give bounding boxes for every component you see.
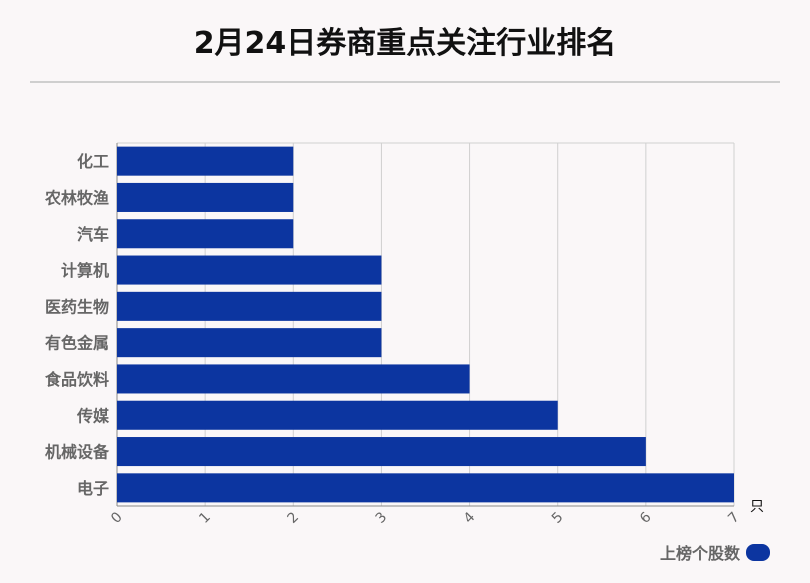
legend-swatch [746,543,770,561]
bar[interactable] [117,364,470,394]
legend[interactable]: 上榜个股数 [660,540,770,564]
category-label: 传媒 [76,406,110,425]
x-tick-label: 6 [637,509,655,527]
category-label: 有色金属 [45,334,109,353]
x-tick-label: 3 [373,509,391,527]
bar[interactable] [117,437,646,467]
category-label: 农林牧渔 [44,188,109,207]
x-tick-label: 0 [108,509,126,527]
category-label: 医药生物 [45,297,109,316]
category-label: 化工 [77,152,109,171]
bar[interactable] [117,400,558,430]
category-label: 食品饮料 [44,370,109,389]
bars [117,146,734,503]
x-tick-labels: 0 1 2 3 4 5 6 7 [108,509,743,527]
bar[interactable] [117,291,382,321]
bar[interactable] [117,182,294,212]
legend-label: 上榜个股数 [659,544,740,563]
bar[interactable] [117,219,294,249]
x-tick-label: 7 [725,509,743,527]
title-divider [30,81,780,83]
category-label: 机械设备 [45,443,110,462]
bar[interactable] [117,328,382,358]
category-label: 电子 [77,479,109,498]
x-tick-label: 5 [549,509,567,527]
x-tick-label: 1 [196,509,214,527]
x-tick-label: 2 [284,509,302,527]
bar[interactable] [117,146,294,176]
category-label: 计算机 [61,261,109,280]
x-tick-label: 4 [461,509,479,527]
chart-title: 2月24日券商重点关注行业排名 [193,26,617,61]
category-label: 汽车 [77,225,109,244]
bar[interactable] [117,255,382,285]
bar[interactable] [117,473,734,503]
x-unit-label: 只 [750,499,764,515]
